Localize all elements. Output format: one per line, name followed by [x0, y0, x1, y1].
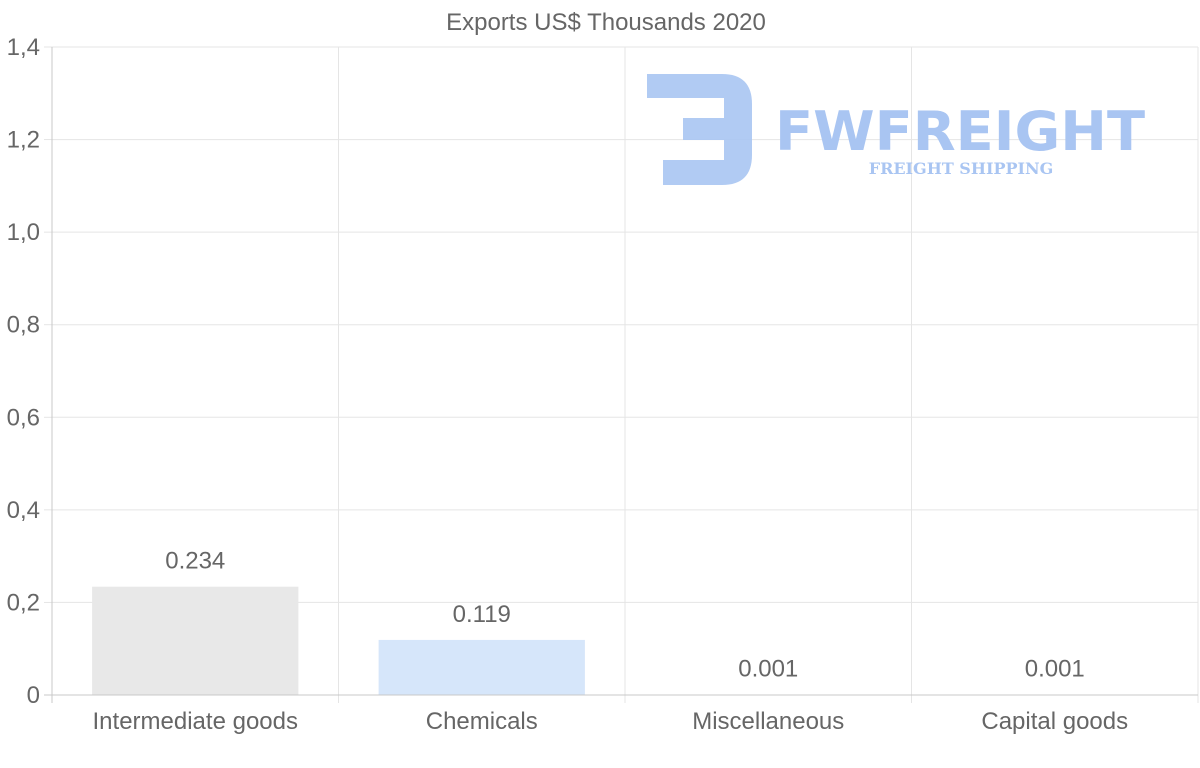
y-tick-label: 0: [27, 682, 40, 709]
x-tick-label: Miscellaneous: [692, 708, 844, 735]
y-tick-labels: 0 0,2 0,4 0,6 0,8 1,0 1,2 1,4: [7, 34, 40, 709]
data-label: 0.119: [453, 601, 511, 628]
bar: [92, 586, 299, 695]
chart-title: Exports US$ Thousands 2020: [446, 9, 766, 36]
y-tick-label: 0,2: [7, 589, 40, 616]
y-tick-label: 0,4: [7, 497, 40, 524]
bars: [92, 586, 1158, 695]
value-labels: 0.234 0.119 0.001 0.001: [165, 548, 1085, 683]
x-tick-label: Chemicals: [426, 708, 538, 735]
data-label: 0.001: [1025, 656, 1085, 683]
x-tick-label: Capital goods: [981, 708, 1128, 735]
watermark-tagline: FREIGHT SHIPPING: [869, 159, 1054, 178]
y-tick-label: 0,6: [7, 404, 40, 431]
x-tick-labels: Intermediate goods Chemicals Miscellaneous…: [93, 708, 1129, 735]
y-tick-label: 1,2: [7, 127, 40, 154]
y-tick-label: 1,0: [7, 219, 40, 246]
watermark: FWFREIGHT FREIGHT SHIPPING: [647, 74, 1145, 185]
x-tick-label: Intermediate goods: [93, 708, 298, 735]
data-label: 0.234: [165, 548, 225, 575]
axes: [44, 47, 1198, 703]
data-label: 0.001: [738, 656, 798, 683]
watermark-brand: FWFREIGHT: [775, 100, 1145, 163]
y-tick-label: 1,4: [7, 34, 40, 61]
y-tick-label: 0,8: [7, 312, 40, 339]
fwfreight-logo-icon: [647, 74, 752, 185]
bar: [378, 639, 585, 695]
grid-lines: [44, 46, 1199, 703]
